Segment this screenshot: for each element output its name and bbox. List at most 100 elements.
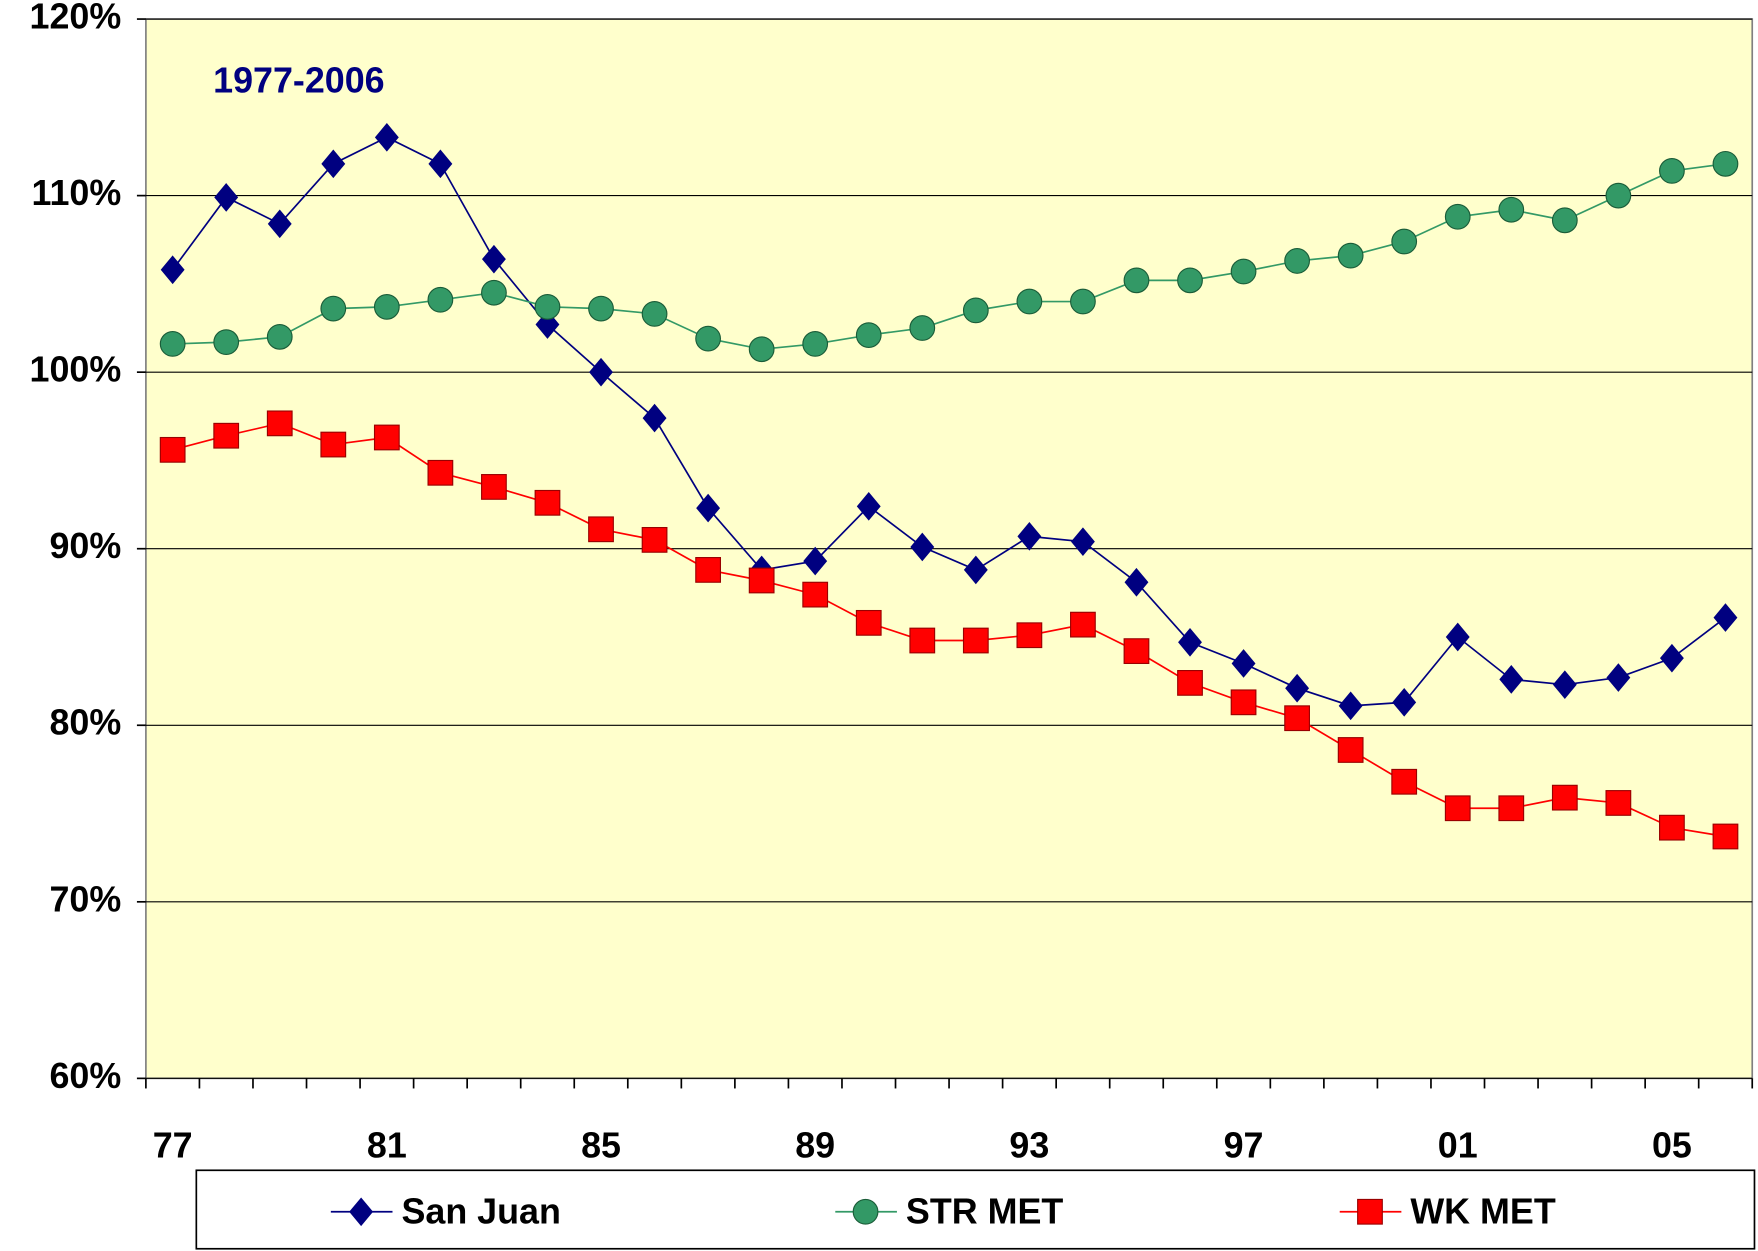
marker <box>266 410 293 437</box>
marker <box>855 322 882 348</box>
x-tick-label: 93 <box>1009 1125 1049 1165</box>
marker <box>1606 663 1631 692</box>
marker <box>374 123 399 152</box>
marker <box>160 255 185 285</box>
marker <box>213 329 240 356</box>
marker <box>1712 150 1739 177</box>
marker <box>1338 691 1363 721</box>
marker <box>534 293 561 320</box>
marker <box>641 301 668 327</box>
marker <box>373 424 400 451</box>
legend-box <box>195 1169 1756 1250</box>
marker <box>1070 288 1096 315</box>
marker <box>1659 814 1685 841</box>
marker <box>1605 182 1632 209</box>
marker <box>266 323 293 350</box>
marker <box>427 459 454 486</box>
marker <box>1499 665 1524 694</box>
marker <box>427 286 454 313</box>
marker <box>481 474 507 500</box>
marker <box>748 336 775 363</box>
marker <box>159 331 186 357</box>
x-tick-label: 97 <box>1224 1125 1264 1165</box>
legend-marker <box>1357 1198 1383 1225</box>
marker <box>1124 567 1149 597</box>
marker <box>695 557 721 583</box>
marker <box>1177 267 1203 294</box>
y-tick-label: 70% <box>49 879 121 919</box>
marker <box>909 627 936 654</box>
marker <box>320 295 347 322</box>
marker <box>214 183 239 212</box>
marker <box>1712 823 1739 850</box>
marker <box>1017 522 1042 551</box>
marker <box>428 149 453 179</box>
x-tick-label: 77 <box>153 1125 193 1165</box>
marker <box>1391 768 1418 795</box>
marker <box>1552 670 1577 699</box>
marker <box>1337 737 1364 763</box>
marker <box>1445 622 1470 652</box>
marker <box>321 149 346 179</box>
marker <box>962 627 989 654</box>
marker <box>588 295 614 322</box>
marker <box>481 244 506 274</box>
marker <box>1285 673 1310 703</box>
marker <box>963 555 988 585</box>
marker <box>641 526 668 553</box>
marker <box>1391 228 1418 255</box>
y-tick-label: 60% <box>49 1056 121 1096</box>
marker <box>1284 705 1310 732</box>
marker <box>1392 687 1417 717</box>
marker <box>962 297 989 324</box>
marker <box>1498 196 1525 223</box>
y-tick-label: 90% <box>49 526 121 566</box>
marker <box>1230 258 1257 285</box>
marker <box>1178 627 1202 657</box>
marker <box>588 516 614 543</box>
marker <box>1713 603 1738 632</box>
x-tick-label: 85 <box>581 1125 621 1165</box>
marker <box>909 315 936 341</box>
marker <box>1659 643 1684 673</box>
marker <box>1605 790 1632 816</box>
marker <box>696 493 721 523</box>
x-tick-label: 81 <box>367 1125 407 1165</box>
marker <box>695 325 721 352</box>
marker <box>1444 795 1471 822</box>
marker <box>1070 611 1096 638</box>
marker <box>320 431 347 458</box>
legend-marker <box>852 1198 879 1225</box>
marker <box>855 609 882 636</box>
marker <box>1070 527 1095 556</box>
legend-label: San Juan <box>401 1191 560 1231</box>
marker <box>213 422 240 449</box>
y-tick-label: 110% <box>31 173 121 213</box>
series-line <box>171 136 1726 707</box>
marker <box>1177 670 1203 696</box>
marker <box>802 331 829 357</box>
x-tick-label: 01 <box>1438 1125 1478 1165</box>
marker <box>1337 242 1364 269</box>
marker <box>267 209 292 239</box>
marker <box>1551 784 1578 811</box>
marker <box>856 492 881 521</box>
marker <box>1123 638 1150 665</box>
marker <box>1230 689 1257 716</box>
marker <box>1551 207 1578 234</box>
y-tick-label: 100% <box>30 350 122 390</box>
marker <box>748 567 775 594</box>
marker <box>910 532 935 562</box>
marker <box>642 403 667 433</box>
x-tick-label: 89 <box>795 1125 835 1165</box>
marker <box>802 581 829 608</box>
marker <box>1231 649 1256 678</box>
legend-label: WK MET <box>1410 1191 1555 1231</box>
legend-label: STR MET <box>906 1191 1063 1231</box>
marker <box>534 489 561 516</box>
marker <box>589 357 613 387</box>
marker <box>1284 248 1310 274</box>
marker <box>373 293 400 320</box>
y-tick-label: 120% <box>30 0 122 37</box>
